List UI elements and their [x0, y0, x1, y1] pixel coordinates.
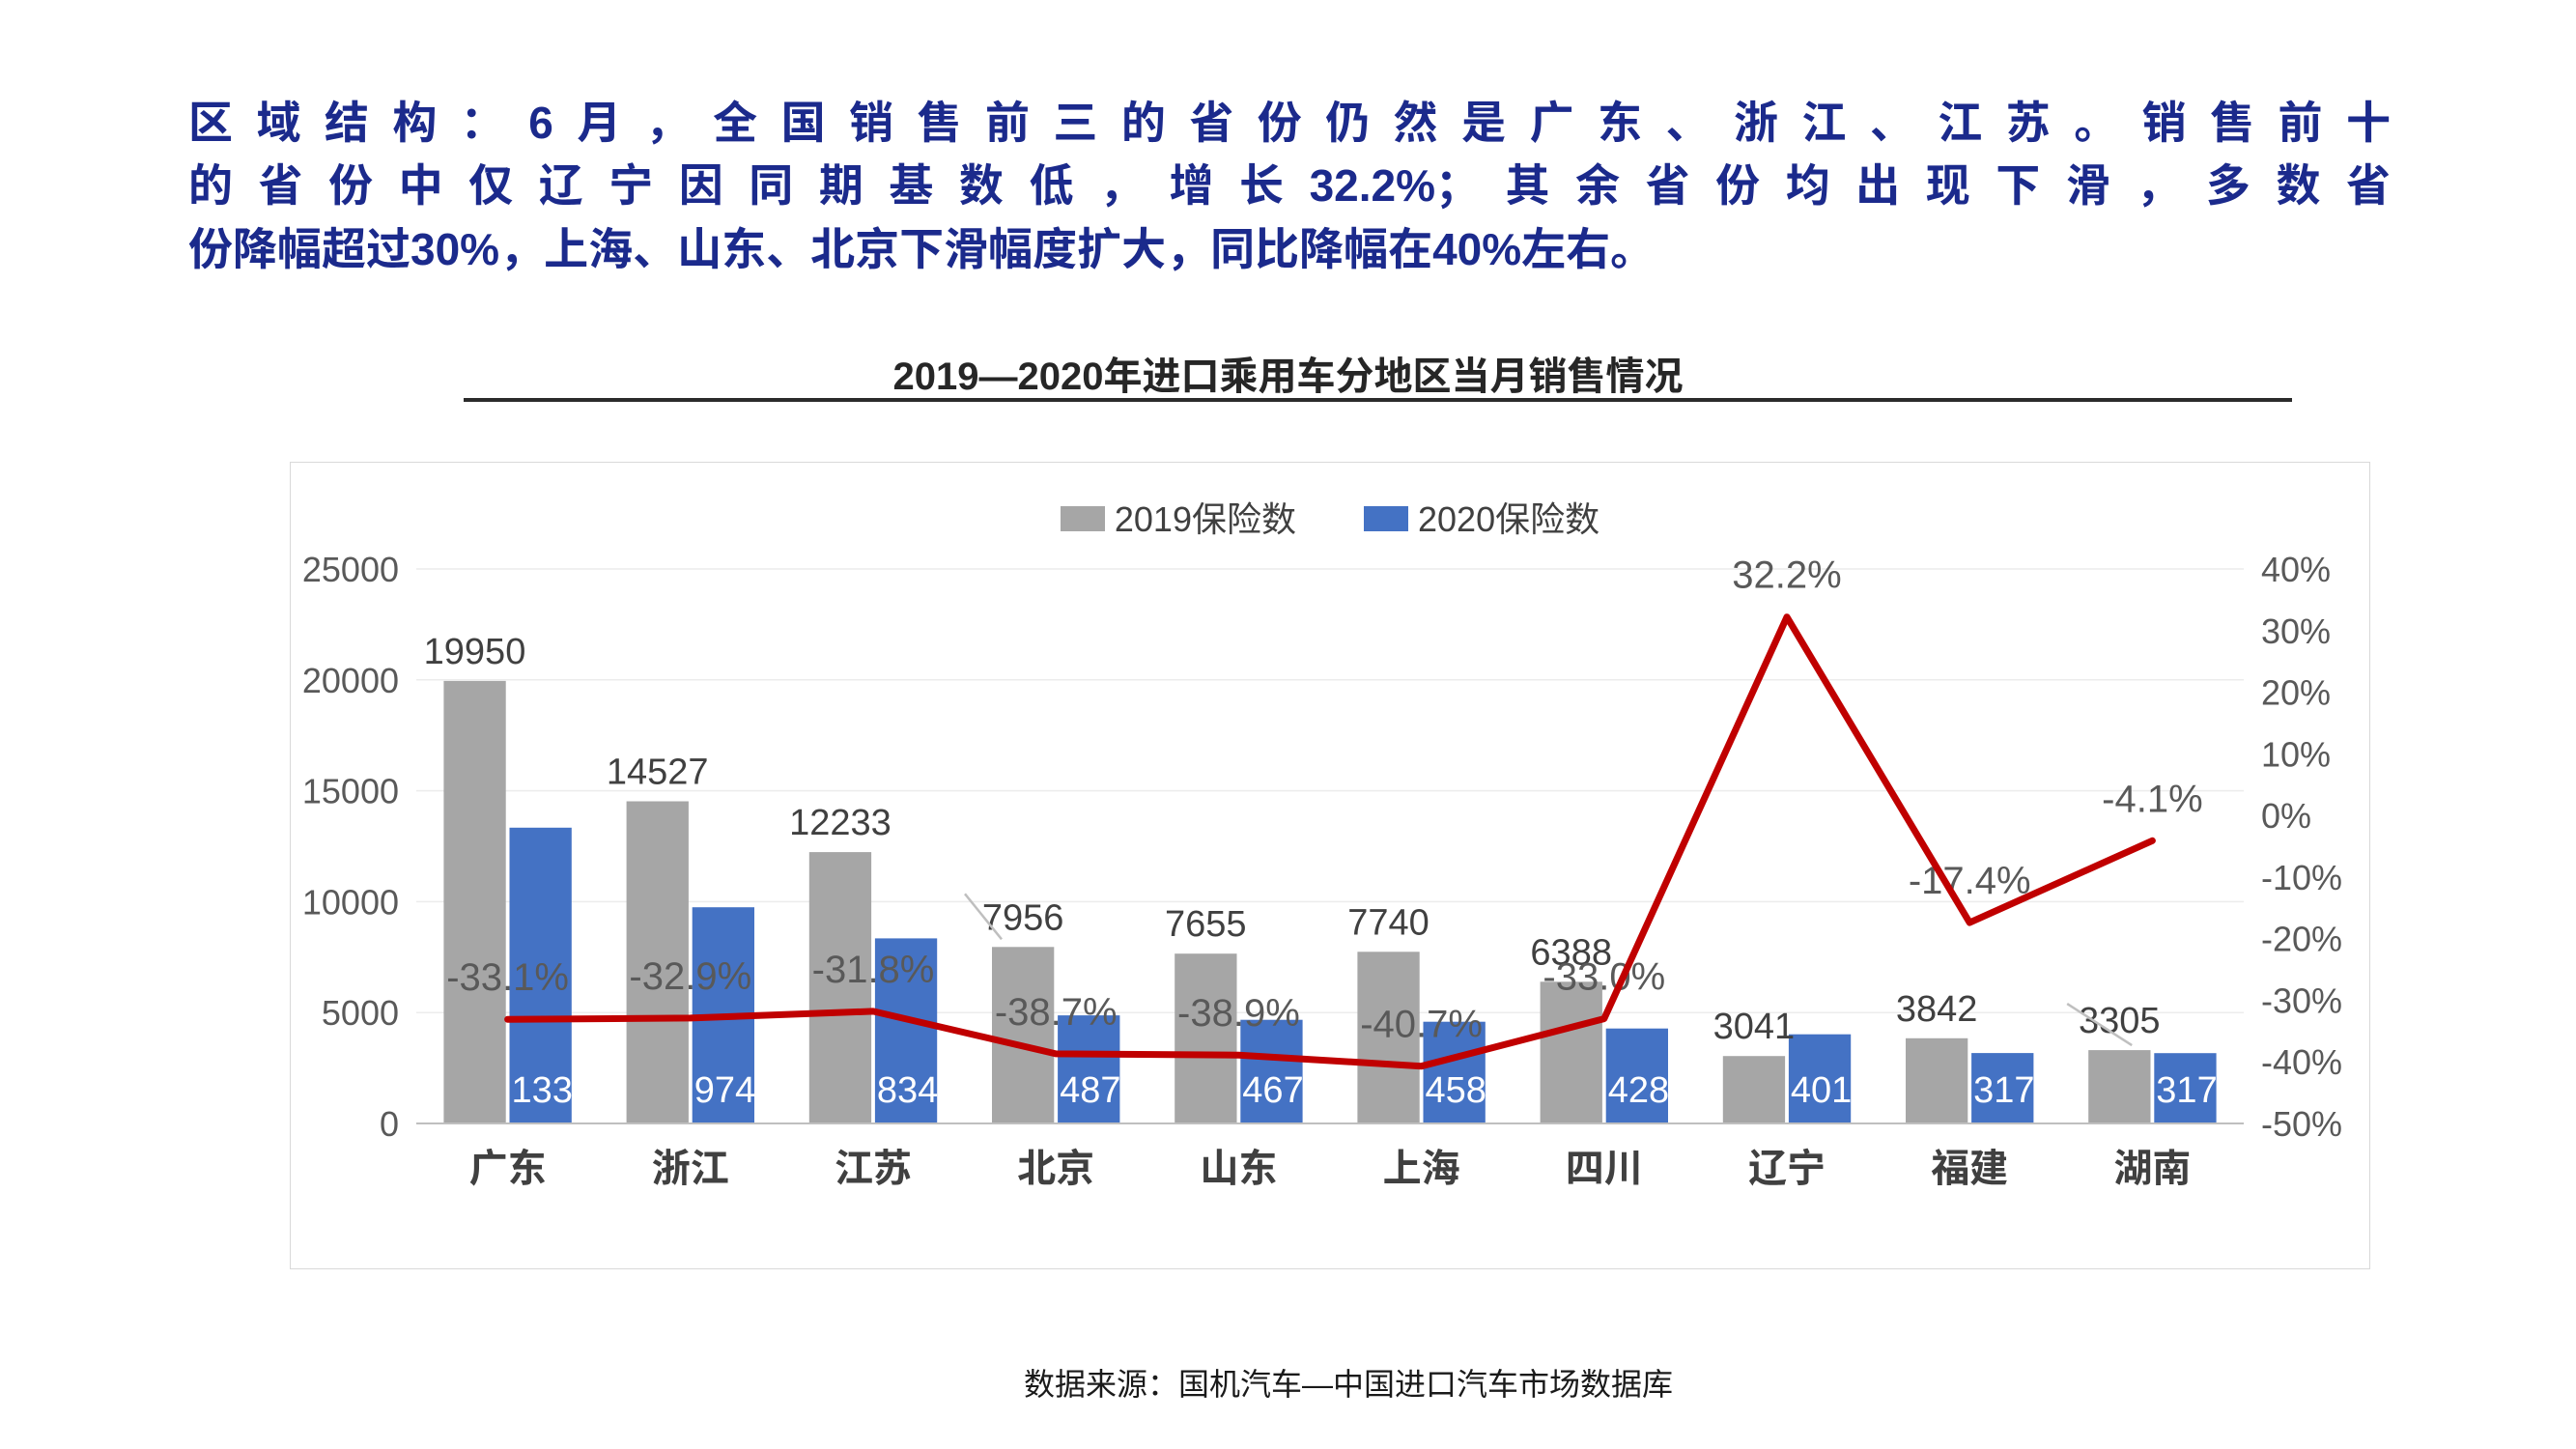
svg-text:北京: 北京: [1017, 1148, 1094, 1190]
svg-text:-20%: -20%: [2261, 920, 2342, 959]
svg-text:山东: 山东: [1200, 1148, 1277, 1190]
svg-text:-40%: -40%: [2261, 1042, 2342, 1082]
svg-text:4281: 4281: [1608, 1070, 1690, 1111]
svg-text:-30%: -30%: [2261, 980, 2342, 1020]
svg-text:4675: 4675: [1242, 1070, 1324, 1111]
svg-text:20000: 20000: [302, 661, 399, 700]
svg-text:-38.7%: -38.7%: [995, 991, 1118, 1034]
svg-text:0: 0: [380, 1104, 399, 1144]
svg-text:15000: 15000: [302, 772, 399, 811]
svg-text:10%: 10%: [2261, 734, 2331, 774]
svg-text:-33.0%: -33.0%: [1543, 956, 1665, 999]
svg-text:广东: 广东: [469, 1148, 547, 1190]
svg-text:0%: 0%: [2261, 796, 2311, 836]
svg-text:9746: 9746: [694, 1070, 777, 1111]
svg-text:8344: 8344: [877, 1070, 959, 1111]
svg-text:辽宁: 辽宁: [1748, 1148, 1826, 1190]
svg-text:7740: 7740: [1347, 902, 1430, 943]
svg-text:3170: 3170: [2156, 1070, 2238, 1111]
svg-text:25000: 25000: [302, 550, 399, 589]
svg-text:3842: 3842: [1896, 989, 1978, 1030]
svg-text:四川: 四川: [1566, 1148, 1643, 1190]
svg-text:湖南: 湖南: [2113, 1148, 2191, 1190]
svg-text:12233: 12233: [789, 803, 892, 843]
svg-text:-4.1%: -4.1%: [2102, 778, 2203, 820]
svg-text:-38.9%: -38.9%: [1177, 992, 1300, 1035]
svg-text:32.2%: 32.2%: [1732, 554, 1841, 597]
svg-text:30%: 30%: [2261, 611, 2331, 651]
svg-text:13338: 13338: [512, 1070, 614, 1111]
svg-text:4019: 4019: [1791, 1070, 1873, 1111]
svg-text:-31.8%: -31.8%: [812, 949, 935, 991]
svg-text:4875: 4875: [1060, 1070, 1142, 1111]
svg-text:14527: 14527: [607, 753, 709, 793]
svg-text:上海: 上海: [1383, 1148, 1460, 1190]
svg-text:7655: 7655: [1165, 904, 1247, 945]
svg-text:3305: 3305: [2079, 1001, 2161, 1041]
svg-text:5000: 5000: [322, 993, 399, 1033]
svg-text:3173: 3173: [1973, 1070, 2055, 1111]
svg-text:福建: 福建: [1931, 1148, 2008, 1190]
svg-text:-50%: -50%: [2261, 1104, 2342, 1144]
svg-text:10000: 10000: [302, 882, 399, 922]
svg-text:40%: 40%: [2261, 550, 2331, 589]
svg-text:-10%: -10%: [2261, 858, 2342, 897]
svg-text:-32.9%: -32.9%: [629, 955, 751, 998]
svg-text:浙江: 浙江: [652, 1148, 729, 1190]
svg-text:20%: 20%: [2261, 673, 2331, 713]
svg-text:江苏: 江苏: [835, 1148, 912, 1190]
svg-text:-40.7%: -40.7%: [1360, 1004, 1483, 1046]
svg-text:-33.1%: -33.1%: [446, 956, 569, 999]
svg-text:4586: 4586: [1426, 1070, 1508, 1111]
svg-text:-17.4%: -17.4%: [1909, 860, 2031, 902]
svg-text:3041: 3041: [1713, 1007, 1796, 1047]
svg-text:19950: 19950: [424, 632, 526, 672]
